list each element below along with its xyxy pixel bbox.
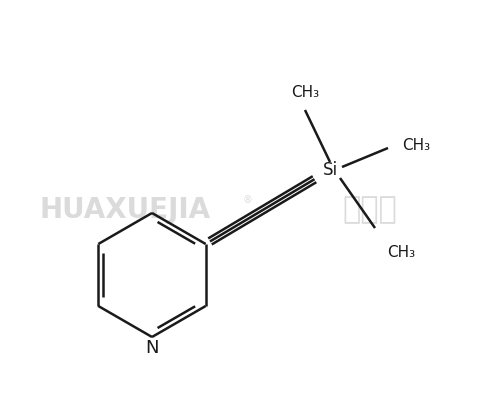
Text: CH₃: CH₃ [402, 137, 430, 152]
Text: N: N [145, 339, 159, 357]
Text: 化学加: 化学加 [342, 195, 398, 224]
Text: Si: Si [322, 161, 338, 179]
Text: CH₃: CH₃ [387, 245, 415, 260]
Text: ®: ® [243, 195, 253, 205]
Text: CH₃: CH₃ [291, 85, 319, 100]
Text: HUAXUEJIA: HUAXUEJIA [40, 196, 210, 224]
